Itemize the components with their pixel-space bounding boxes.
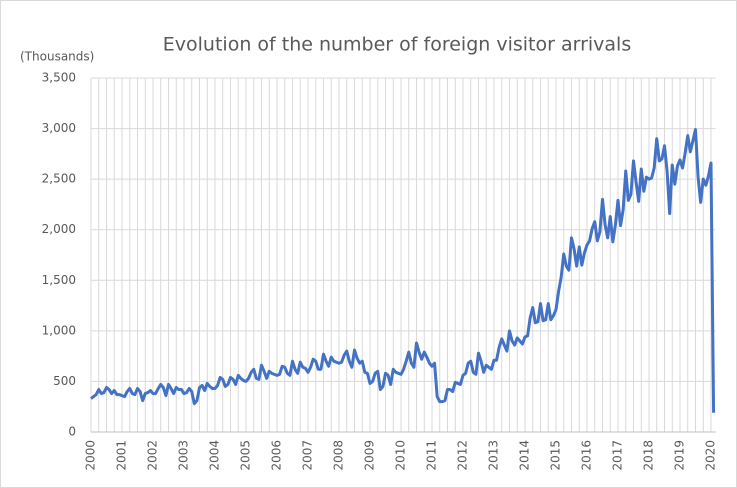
x-tick-label: 2003	[177, 440, 191, 471]
data-line	[90, 128, 716, 413]
x-tick-label: 2018	[642, 440, 656, 471]
x-tick-label: 2019	[673, 440, 687, 471]
y-tick-label: 0	[68, 425, 76, 439]
x-tick-label: 2004	[208, 440, 222, 471]
chart-title: Evolution of the number of foreign visit…	[163, 34, 631, 56]
x-tick-label: 2012	[456, 440, 470, 471]
y-tick-label: 500	[53, 374, 76, 388]
x-tick-label: 2002	[146, 440, 160, 471]
x-tick-label: 2015	[549, 440, 563, 471]
x-tick-label: 2008	[332, 440, 346, 471]
x-tick-label: 2017	[611, 440, 625, 471]
x-tick-label: 2011	[425, 440, 439, 471]
y-tick-label: 2,000	[42, 222, 76, 236]
y-tick-label: 1,500	[42, 273, 76, 287]
y-tick-label: 2,500	[42, 172, 76, 186]
y-tick-label: 3,000	[42, 121, 76, 135]
x-tick-label: 2001	[115, 440, 129, 471]
x-tick-label: 2013	[487, 440, 501, 471]
x-tick-label: 2007	[301, 440, 315, 471]
x-tick-label: 2009	[363, 440, 377, 471]
y-tick-label: 3,500	[42, 71, 76, 85]
y-tick-label: 1,000	[42, 323, 76, 337]
x-tick-label: 2020	[704, 440, 718, 471]
x-tick-label: 2006	[270, 440, 284, 471]
x-tick-label: 2014	[518, 440, 532, 471]
y-axis-label: (Thousands)	[20, 50, 94, 64]
x-tick-label: 2016	[580, 440, 594, 471]
x-tick-label: 2000	[84, 440, 98, 471]
x-tick-label: 2010	[394, 440, 408, 471]
x-tick-label: 2005	[239, 440, 253, 471]
